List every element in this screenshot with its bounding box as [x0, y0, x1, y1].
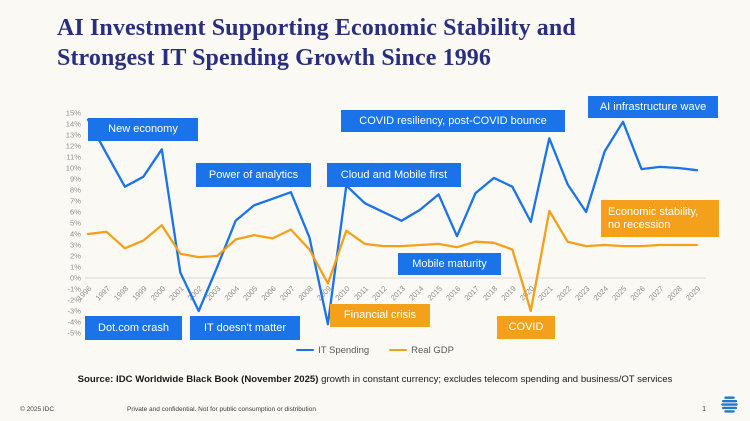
y-tick-label: 11% — [66, 153, 81, 162]
y-tick-label: 9% — [70, 175, 81, 184]
series-line-it-spending — [86, 118, 699, 326]
callout-financial-crisis: Financial crisis — [330, 304, 430, 327]
x-tick-label: 2010 — [333, 284, 351, 302]
x-tick-label: 2023 — [573, 284, 591, 302]
legend-item-it-spending: IT Spending — [296, 345, 369, 356]
x-tick-label: 2017 — [463, 284, 481, 302]
y-tick-label: -5% — [67, 329, 81, 338]
source-note-bold: Source: IDC Worldwide Black Book (Novemb… — [77, 374, 319, 385]
callout-power-of-analytics: Power of analytics — [196, 163, 311, 187]
x-tick-label: 2019 — [499, 284, 517, 302]
y-tick-label: 15% — [66, 109, 81, 118]
x-tick-label: 2004 — [223, 284, 241, 302]
page-title: AI Investment Supporting Economic Stabil… — [57, 13, 717, 74]
x-tick-label: 2021 — [536, 284, 554, 302]
y-tick-label: -2% — [67, 296, 81, 305]
x-tick-label: 2016 — [444, 284, 462, 302]
x-tick-label: 2018 — [481, 284, 499, 302]
legend-item-real-gdp: Real GDP — [389, 345, 454, 356]
title-line-1: AI Investment Supporting Economic Stabil… — [57, 15, 576, 41]
idc-globe-logo — [721, 396, 738, 413]
x-tick-label: 2002 — [186, 284, 204, 302]
x-tick-label: 2011 — [352, 284, 370, 302]
y-axis-labels: 15% 14% 13% 12% 11% 10% 9% 8% 7% 6% 5% 4% 3% 2% 1% 0% -1… — [66, 109, 81, 338]
callout-cloud-and-mobile-first: Cloud and Mobile first — [327, 163, 461, 187]
x-tick-label: 2015 — [426, 284, 444, 302]
x-tick-label: 2028 — [665, 284, 683, 302]
callout-dot-com-crash: Dot.com crash — [85, 316, 182, 340]
y-tick-label: 3% — [70, 241, 81, 250]
y-tick-label: -1% — [67, 285, 81, 294]
series-lines — [86, 118, 699, 326]
y-tick-label: 13% — [66, 131, 81, 140]
x-tick-label: 2008 — [296, 284, 314, 302]
y-tick-label: 4% — [70, 230, 81, 239]
x-tick-label: 2027 — [647, 284, 665, 302]
y-tick-label: 7% — [70, 197, 81, 206]
y-tick-label: 8% — [70, 186, 81, 195]
y-tick-label: 0% — [70, 274, 81, 283]
x-tick-label: 2022 — [555, 284, 573, 302]
x-tick-label: 2026 — [629, 284, 647, 302]
y-tick-label: 12% — [66, 142, 81, 151]
x-tick-label: 2005 — [241, 284, 259, 302]
y-tick-label: 10% — [66, 164, 81, 173]
chart-legend: IT Spending Real GDP — [0, 343, 750, 357]
legend-line-swatch-blue — [296, 348, 315, 352]
callout-new-economy: New economy — [88, 118, 198, 141]
title-line-2: Strongest IT Spending Growth Since 1996 — [57, 45, 491, 72]
callout-it-doesn-t-matter: IT doesn't matter — [190, 316, 300, 340]
legend-label: Real GDP — [411, 344, 454, 356]
source-note: Source: IDC Worldwide Black Book (Novemb… — [0, 374, 750, 385]
y-tick-label: -4% — [67, 318, 81, 327]
callout-mobile-maturity: Mobile maturity — [398, 253, 501, 275]
legend-label: IT Spending — [318, 344, 370, 356]
source-note-rest: growth in constant currency; excludes te… — [318, 374, 673, 385]
x-tick-label: 2025 — [610, 284, 628, 302]
x-tick-label: 2024 — [592, 284, 610, 302]
series-line-real-gdp — [86, 209, 699, 313]
x-tick-label: 1997 — [94, 284, 112, 302]
x-tick-label: 2013 — [389, 284, 407, 302]
page-number: 1 — [702, 406, 706, 413]
x-tick-label: 2001 — [167, 284, 185, 302]
legend-line-swatch-orange — [389, 348, 408, 352]
callout-covid: COVID — [497, 316, 555, 339]
y-tick-label: -3% — [67, 307, 81, 316]
y-tick-label: 14% — [66, 120, 81, 129]
x-tick-label: 1999 — [130, 284, 148, 302]
callout-economic-stability-no-recession: Economic stability, no recession — [601, 200, 719, 237]
callout-ai-infrastructure-wave: AI infrastructure wave — [588, 96, 718, 118]
x-tick-label: 2029 — [684, 284, 702, 302]
footer-copyright: © 2025 IDC — [20, 406, 55, 413]
y-tick-label: 1% — [70, 263, 81, 272]
x-tick-label: 2007 — [278, 284, 296, 302]
x-axis-labels: 1996 1997 1998 1999 2000 2001 2002 2003 2004 2005… — [75, 284, 702, 302]
x-tick-label: 2012 — [370, 284, 388, 302]
y-tick-label: 5% — [70, 219, 81, 228]
callout-covid-resiliency-post-covid-bounce: COVID resiliency, post-COVID bounce — [341, 110, 565, 132]
x-tick-label: 2014 — [407, 284, 425, 302]
x-tick-label: 2000 — [149, 284, 167, 302]
y-tick-label: 6% — [70, 208, 81, 217]
x-tick-label: 2006 — [260, 284, 278, 302]
footer-confidentiality: Private and confidential. Not for public… — [127, 406, 316, 413]
x-tick-label: 1998 — [112, 284, 130, 302]
y-tick-label: 2% — [70, 252, 81, 261]
